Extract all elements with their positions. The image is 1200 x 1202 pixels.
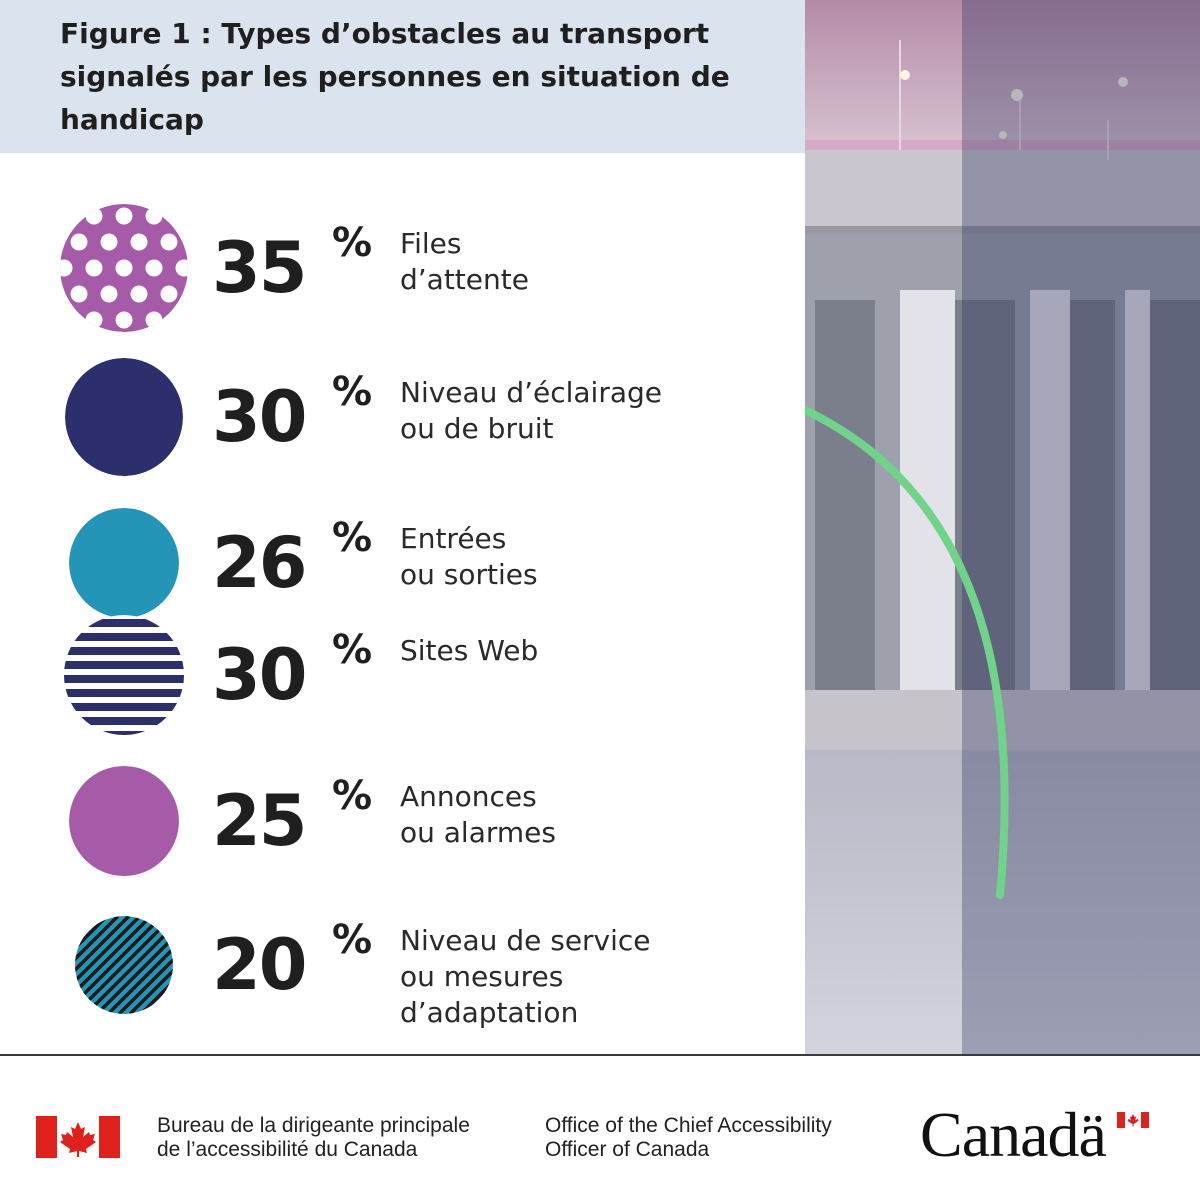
footer-fr-text: Bureau de la dirigeante principale de l’… <box>157 1114 470 1162</box>
footer-en-line: Officer of Canada <box>545 1138 710 1161</box>
stat-label-line: Sites Web <box>400 634 539 667</box>
stat-label-line: d’adaptation <box>400 996 579 1029</box>
stat-label: Niveau d’éclairage ou de bruit <box>400 375 730 447</box>
stat-value: 30 <box>212 376 307 458</box>
percent-sign: % <box>332 773 373 819</box>
percent-sign: % <box>332 917 373 963</box>
percent-sign: % <box>332 220 373 266</box>
stat-label-line: ou mesures <box>400 960 564 993</box>
solid-navy-marker <box>65 358 183 476</box>
stat-row: 30% Sites Web <box>0 615 805 755</box>
figure-title: Figure 1 : Types d’obstacles au transpor… <box>60 17 730 136</box>
stat-row: 26% Entrées ou sorties <box>0 471 805 618</box>
footer-en-line: Office of the Chief Accessibility <box>545 1114 832 1137</box>
stat-value: 20 <box>212 924 307 1006</box>
bridge-photo <box>805 0 1200 1054</box>
footer-fr-line: Bureau de la dirigeante principale <box>157 1114 470 1137</box>
purple-polka-dot-marker <box>60 204 188 332</box>
stat-row: 35% Files d’attente <box>0 178 805 332</box>
stat-label-line: Niveau de service <box>400 924 651 957</box>
percent-sign: % <box>332 515 373 561</box>
percent-sign: % <box>332 369 373 415</box>
stat-label-line: Niveau d’éclairage <box>400 376 663 409</box>
stat-label: Niveau de service ou mesures d’adaptation <box>400 923 730 1031</box>
footer: Bureau de la dirigeante principale de l’… <box>0 1054 1200 1202</box>
solid-purple-marker <box>69 766 179 876</box>
navy-horizontal-stripes-marker <box>64 615 184 735</box>
stat-label-line: ou de bruit <box>400 412 554 445</box>
stat-label-line: Entrées <box>400 522 507 555</box>
canada-flag-icon <box>36 1116 120 1158</box>
stat-row: 20% Niveau de service ou mesures d’adaptati… <box>0 905 805 1045</box>
stat-label-line: ou sorties <box>400 558 538 591</box>
stat-label-line: Files <box>400 227 462 260</box>
stat-value: 30 <box>212 634 307 716</box>
stat-value: 35 <box>212 227 307 309</box>
stat-row: 25% Annonces ou alarmes <box>0 759 805 899</box>
stat-value: 25 <box>212 780 307 862</box>
footer-fr-line: de l’accessibilité du Canada <box>157 1138 418 1161</box>
wordmark-flag-icon <box>1117 1112 1149 1128</box>
solid-teal-marker <box>69 508 179 618</box>
stat-value: 26 <box>212 522 307 604</box>
stat-row: 30% Niveau d’éclairage ou de bruit <box>0 325 805 476</box>
stat-label: Sites Web <box>400 633 730 669</box>
percent-sign: % <box>332 627 373 673</box>
title-banner: Figure 1 : Types d’obstacles au transpor… <box>0 0 805 153</box>
stat-label-line: Annonces <box>400 780 537 813</box>
footer-en-text: Office of the Chief Accessibility Office… <box>545 1114 832 1162</box>
stat-label: Files d’attente <box>400 226 730 298</box>
chart-area: 35% Files d’attente 30% Niveau d’éclairage ou… <box>0 153 805 1054</box>
stat-label-line: d’attente <box>400 263 529 296</box>
stat-label: Entrées ou sorties <box>400 521 730 593</box>
stat-label: Annonces ou alarmes <box>400 779 730 851</box>
canada-wordmark: Canadä <box>920 1099 1107 1170</box>
stat-label-line: ou alarmes <box>400 816 556 849</box>
teal-diagonal-stripes-marker <box>75 916 173 1014</box>
